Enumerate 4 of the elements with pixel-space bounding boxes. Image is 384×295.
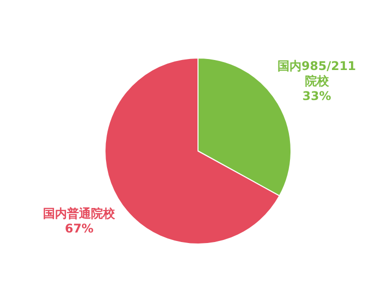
slice-label: 国内985/211院校: [278, 58, 356, 88]
data-label: 33%: [302, 88, 332, 103]
slice-label: 国内普通院校: [43, 206, 116, 221]
data-label: 67%: [64, 222, 94, 236]
